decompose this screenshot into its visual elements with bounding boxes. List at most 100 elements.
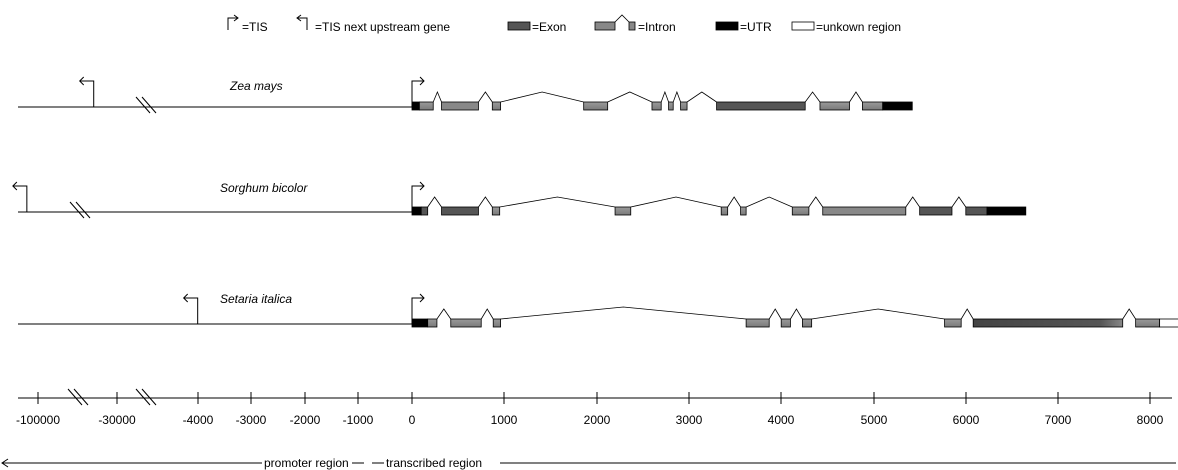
region-annotation: promoter region transcribed region xyxy=(1,456,1176,470)
exon xyxy=(668,101,674,111)
exon xyxy=(491,101,502,111)
exon xyxy=(614,206,632,216)
exon xyxy=(740,206,747,216)
axis-tick-label: 0 xyxy=(409,413,416,427)
intron xyxy=(951,196,967,208)
exon xyxy=(944,318,962,328)
intron xyxy=(478,91,493,103)
intron-swatch-exon-left-icon xyxy=(594,21,616,31)
axis-tick-label: 3000 xyxy=(676,413,703,427)
exon xyxy=(862,101,884,111)
tis-arrowhead-icon xyxy=(419,76,425,86)
exon xyxy=(745,318,770,328)
axis-tick-label: 6000 xyxy=(953,413,980,427)
intron xyxy=(804,91,821,103)
legend-unknown-label: =unkown region xyxy=(816,20,901,34)
axis-tick-label: -100000 xyxy=(16,413,60,427)
upstream-tis-arrow-icon xyxy=(79,80,95,107)
intron xyxy=(630,196,722,208)
upstream-tis-arrowhead-icon xyxy=(182,293,189,303)
intron xyxy=(499,196,616,208)
upstream-tis-arrowhead-icon xyxy=(79,76,85,86)
intron xyxy=(432,90,442,103)
legend-tis-upstream: =TIS next upstream gene xyxy=(296,14,450,34)
intron xyxy=(745,196,793,208)
intron xyxy=(478,196,493,208)
axis-ticks: -100000 -30000 -4000 -3000 -2000 -1000 0 1000 20… xyxy=(16,392,1164,427)
exon xyxy=(441,101,479,111)
intron xyxy=(905,196,920,208)
axis-tick-label: 1000 xyxy=(491,413,518,427)
utr xyxy=(882,101,913,111)
intron xyxy=(790,308,803,320)
exon xyxy=(965,206,988,216)
axis-tick-label: 4000 xyxy=(768,413,795,427)
intron xyxy=(500,91,584,103)
promoter-arrowhead-icon xyxy=(1,458,9,468)
gene-track-0 xyxy=(18,76,913,114)
axis-tick-label: -2000 xyxy=(290,413,321,427)
axis-tick-label: 2000 xyxy=(584,413,611,427)
intron-swatch-line-icon xyxy=(614,14,630,23)
tis-arrowhead-icon xyxy=(419,293,425,303)
tis-arrow-icon xyxy=(411,297,424,324)
tis-arrowhead-icon xyxy=(233,14,239,22)
legend: =TIS =TIS next upstream gene =Exon =Intr… xyxy=(227,14,901,34)
exon xyxy=(819,101,850,111)
exon xyxy=(441,206,479,216)
tis-upstream-arrow-icon xyxy=(297,17,308,30)
legend-intron-label: =Intron xyxy=(638,20,676,34)
axis-break-1 xyxy=(67,388,89,406)
gene-track-1 xyxy=(12,181,1027,219)
line-break-mark xyxy=(135,96,151,114)
exon xyxy=(822,206,907,216)
intron xyxy=(500,306,747,320)
upstream-tis-arrow-icon xyxy=(183,297,199,324)
unknown-region xyxy=(1159,318,1178,328)
legend-utr: =UTR xyxy=(715,20,772,34)
upstream-tis-arrowhead-icon xyxy=(12,181,18,191)
intron xyxy=(480,308,494,320)
exon xyxy=(972,318,1124,328)
intron-swatch-exon-right-icon xyxy=(628,21,636,31)
axis-tick-label: -30000 xyxy=(98,413,136,427)
axis-tick-label: 7000 xyxy=(1045,413,1072,427)
legend-unknown: =unkown region xyxy=(791,20,901,34)
exon xyxy=(427,318,438,328)
tis-arrow-icon xyxy=(227,17,238,30)
unknown-swatch-icon xyxy=(791,21,815,31)
utr xyxy=(411,206,422,216)
utr xyxy=(411,101,420,111)
species-label-sorghum-bicolor: Sorghum bicolor xyxy=(220,181,308,195)
utr xyxy=(986,206,1027,216)
axis-tick-label: 5000 xyxy=(861,413,888,427)
exon xyxy=(720,206,729,216)
legend-utr-label: =UTR xyxy=(740,20,772,34)
intron xyxy=(672,90,681,103)
exon xyxy=(491,206,501,216)
transcribed-region-label: transcribed region xyxy=(386,456,482,470)
exon xyxy=(450,318,482,328)
exon xyxy=(420,206,429,216)
axis-tick-label: 8000 xyxy=(1137,413,1164,427)
intron xyxy=(849,91,863,103)
line-break-mark xyxy=(75,201,91,219)
legend-intron: =Intron xyxy=(594,14,676,34)
intron xyxy=(727,196,741,208)
exon xyxy=(492,318,502,328)
tis-arrow-icon xyxy=(411,80,424,107)
legend-tis: =TIS xyxy=(227,14,268,34)
intron xyxy=(960,308,974,320)
exon xyxy=(680,101,688,111)
axis-break-2 xyxy=(135,388,157,406)
legend-exon: =Exon xyxy=(507,20,566,34)
line-break-mark xyxy=(69,201,85,219)
exon-swatch-icon xyxy=(507,21,531,31)
tis-upstream-arrowhead-icon xyxy=(296,14,302,22)
intron xyxy=(427,196,442,208)
intron xyxy=(436,308,452,320)
exon xyxy=(583,101,609,111)
intron xyxy=(607,91,653,103)
legend-tis-label: =TIS xyxy=(242,20,268,34)
position-axis: -100000 -30000 -4000 -3000 -2000 -1000 0 1000 20… xyxy=(16,388,1172,427)
